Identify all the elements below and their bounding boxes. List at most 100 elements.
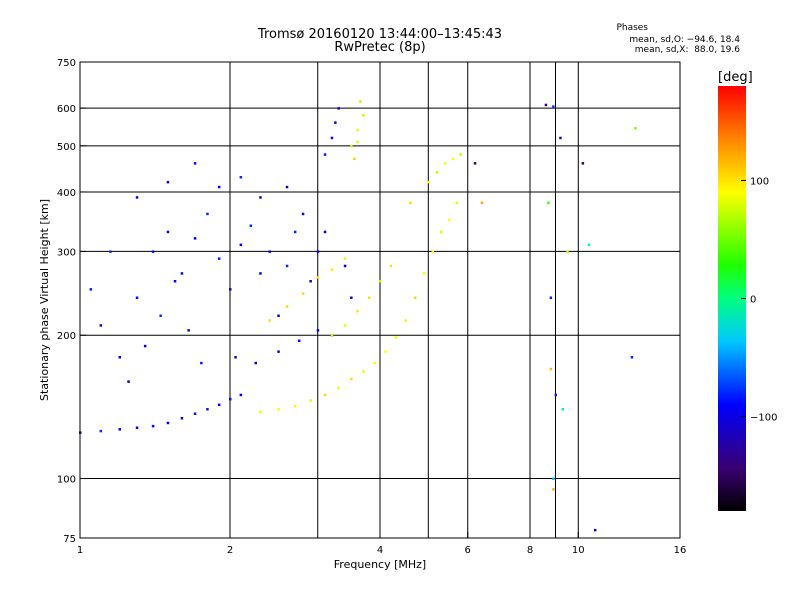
scatter-point [561,408,565,411]
scatter-points [79,100,637,532]
scatter-point [301,292,305,295]
scatter-point [337,107,340,110]
x-tick-label: 1 [77,545,83,556]
scatter-point [193,162,197,165]
scatter-point [206,408,209,411]
scatter-point [234,356,237,359]
scatter-point [480,201,484,205]
scatter-point [337,386,340,390]
scatter-point [443,162,447,165]
scatter-point [473,162,477,165]
phases-x-mode: mean, sd,X: 88.0, 19.6 [634,45,740,55]
scatter-point [173,280,177,283]
scatter-point [118,428,121,431]
scatter-point [166,421,170,425]
y-tick-label: 200 [57,331,76,342]
y-axis: 75 100 200 300 400 500 600 750 [57,58,86,545]
scatter-point [109,250,112,253]
scatter-point [581,162,585,165]
scatter-point [217,185,221,189]
scatter-point [135,296,139,299]
y-tick-label: 100 [57,475,76,486]
scatter-point [99,429,103,433]
scatter-point [293,230,297,234]
scatter-point [451,157,455,161]
scatter-point [127,380,130,383]
scatter-point [277,408,280,411]
scatter-point [356,309,359,313]
scatter-point [630,356,634,359]
x-tick-label: 2 [227,545,233,556]
scatter-point [239,393,243,397]
scatter-point [362,114,365,117]
scatter-point [552,477,555,480]
scatter-point [350,296,353,299]
scatter-point [413,296,417,299]
scatter-point [217,257,221,260]
scatter-point [549,367,553,371]
scatter-point [277,350,280,353]
scatter-point [316,329,320,332]
scatter-point [356,128,359,132]
x-axis: 1 2 4 6 8 10 16 [77,532,687,556]
scatter-point [409,201,412,205]
scatter-point [193,237,197,240]
scatter-point [293,405,297,408]
scatter-point [268,250,271,253]
scatter-point [268,319,271,322]
grid [80,62,680,538]
scatter-point [343,324,347,327]
scatter-point [316,276,320,279]
scatter-point [552,105,555,108]
colorbar-label: [deg] [718,70,753,85]
scatter-point [151,424,155,428]
scatter-point [166,230,170,234]
scatter-point [330,268,334,271]
scatter-point [404,319,407,322]
scatter-point [559,136,562,140]
scatter-point [353,157,356,161]
scatter-point [193,412,197,415]
scatter-point [180,272,184,275]
scatter-point [277,314,280,317]
scatter-point [544,103,548,107]
scatter-point [135,426,139,429]
scatter-point [634,127,637,130]
scatter-point [455,201,459,205]
y-tick-label: 500 [57,142,76,153]
scatter-point [547,201,550,205]
scatter-point [254,361,257,365]
scatter-point [587,243,591,247]
scatter-point [180,417,184,420]
scatter-point [285,305,289,308]
scatter-point [259,196,262,199]
x-tick-label: 4 [377,545,383,556]
x-tick-label: 10 [572,545,585,556]
scatter-point [249,224,253,227]
scatter-point [316,250,320,253]
scatter-point [435,171,439,174]
scatter-point [187,329,190,332]
scatter-point [394,336,398,339]
scatter-point [447,218,451,222]
scatter-point [159,314,162,317]
scatter-point [384,350,387,353]
y-tick-label: 300 [57,247,76,258]
scatter-point [259,272,262,275]
scatter-point [459,153,462,156]
phases-o-mode: mean, sd,O: −94.6, 18.4 [629,35,740,45]
x-axis-label: Frequency [MHz] [334,558,426,571]
scatter-point [379,280,382,283]
scatter-point [362,370,365,373]
scatter-point [549,296,553,299]
scatter-point [334,121,337,124]
y-axis-label: Stationary phase Virtual Height [km] [38,199,51,401]
scatter-point [118,356,121,359]
scatter-point [431,250,435,253]
scatter-point [593,528,597,532]
x-tick-label: 16 [674,545,687,556]
scatter-point [99,324,103,327]
scatter-point [229,288,232,291]
scatter-point [323,230,327,234]
